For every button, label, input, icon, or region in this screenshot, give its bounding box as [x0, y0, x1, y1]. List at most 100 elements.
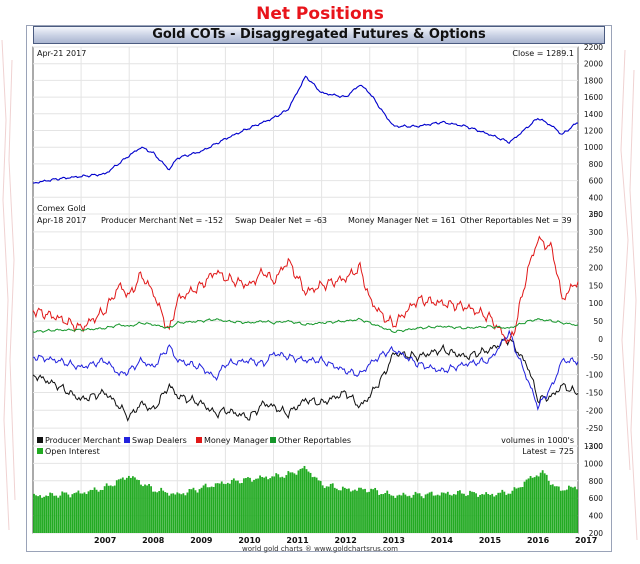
- oi-bar: [198, 489, 201, 533]
- oi-bar: [71, 494, 74, 533]
- oi-bar: [347, 488, 350, 533]
- oi-bar: [327, 486, 330, 533]
- y-tick-label: 600: [589, 177, 604, 186]
- oi-bar: [374, 487, 377, 533]
- net-plot-area: [32, 213, 579, 447]
- y-tick-label: 1000: [584, 143, 603, 152]
- oi-bar: [87, 491, 90, 533]
- x-axis-ticks: 2007 2008 2009 2010 2011 2012 2013 2014 2015 2016…: [94, 536, 597, 545]
- oi-bar: [257, 478, 259, 533]
- oi-bar: [91, 489, 94, 533]
- oi-bar: [450, 495, 453, 533]
- oi-panel: 200 400 600 800 1000 1200 Open Interest Lates…: [32, 442, 604, 538]
- oi-bar: [275, 473, 278, 533]
- legend-swatch-swap-dealers: [124, 437, 130, 443]
- oi-bar: [190, 489, 193, 533]
- oi-bar: [549, 484, 552, 533]
- oi-bar: [352, 490, 354, 533]
- oi-bar: [390, 495, 393, 533]
- price-series-label: Comex Gold: [37, 204, 86, 213]
- y-tick-label: -100: [586, 371, 603, 380]
- oi-bar: [442, 492, 445, 533]
- oi-bar: [85, 494, 88, 533]
- oi-bar: [487, 493, 490, 533]
- oi-bar: [563, 490, 566, 533]
- oi-bar: [416, 493, 419, 533]
- y-tick-label: 200: [589, 210, 604, 219]
- oi-bar: [341, 486, 344, 533]
- oi-bar: [214, 483, 217, 533]
- oi-bar: [483, 494, 486, 533]
- oi-bar: [93, 487, 96, 533]
- oi-bar: [400, 495, 403, 533]
- oi-bar: [503, 491, 506, 533]
- oi-bar: [543, 473, 546, 533]
- oi-bar: [479, 494, 482, 533]
- oi-bar: [394, 497, 397, 533]
- footer-credit: world gold charts ® www.goldchartsrus.co…: [242, 545, 398, 553]
- oi-bar: [291, 472, 294, 533]
- oi-bar: [180, 494, 183, 533]
- oi-bar: [372, 489, 375, 533]
- oi-bar: [463, 493, 465, 533]
- y-tick-label: -50: [591, 353, 603, 362]
- oi-bar: [519, 487, 522, 533]
- oi-bar: [426, 493, 429, 533]
- oi-bar: [83, 492, 86, 533]
- oi-bar: [303, 465, 306, 533]
- oi-bar: [39, 495, 41, 533]
- oi-bar: [305, 469, 308, 533]
- oi-bar: [418, 493, 421, 533]
- oi-bar: [553, 486, 556, 533]
- oi-bar: [301, 468, 304, 533]
- x-tick-label: 2016: [527, 536, 550, 545]
- y-tick-label: 200: [589, 529, 604, 538]
- x-tick-label: 2010: [238, 536, 261, 545]
- oi-bar: [166, 492, 169, 533]
- main-title: Net Positions: [256, 4, 384, 24]
- oi-bar: [73, 493, 76, 533]
- oi-bar: [45, 495, 48, 533]
- oi-bar: [53, 495, 56, 533]
- legend-swatch-money-manager: [196, 437, 202, 443]
- oi-bar: [241, 482, 243, 533]
- oi-bar: [77, 490, 80, 533]
- oi-bar: [533, 477, 536, 533]
- y-tick-label: 1000: [584, 459, 603, 468]
- oi-bar: [572, 487, 574, 533]
- oi-bar: [523, 481, 526, 533]
- oi-bar: [170, 493, 173, 533]
- oi-bar: [311, 477, 314, 533]
- oi-bar: [432, 495, 435, 533]
- oi-bar: [55, 495, 58, 533]
- oi-bar: [428, 492, 431, 533]
- y-tick-label: 0: [598, 335, 603, 344]
- x-tick-label: 2017: [575, 536, 597, 545]
- oi-bar: [527, 478, 530, 533]
- oi-bar: [574, 486, 576, 533]
- oi-bar: [59, 495, 62, 533]
- oi-bar: [168, 495, 171, 533]
- oi-bar: [65, 492, 68, 533]
- oi-bar: [485, 492, 488, 533]
- oi-bar: [358, 487, 360, 533]
- oi-bar: [281, 476, 284, 533]
- oi-bar: [261, 476, 264, 533]
- oi-bar: [121, 477, 124, 533]
- oi-bar: [422, 498, 425, 533]
- oi-bar: [95, 489, 98, 533]
- x-tick-label: 2014: [431, 536, 454, 545]
- oi-bar: [224, 484, 227, 533]
- oi-bar: [350, 491, 352, 533]
- net-date-label: Apr-18 2017: [37, 216, 86, 225]
- oi-bar: [362, 489, 364, 533]
- oi-bar: [243, 478, 245, 533]
- oi-plot-area: [32, 445, 579, 534]
- x-tick-label: 2012: [335, 536, 357, 545]
- oi-bar: [430, 491, 433, 533]
- oi-bar: [309, 472, 312, 533]
- oi-bar: [287, 471, 290, 533]
- oi-bar: [119, 478, 122, 533]
- oi-bar: [182, 493, 185, 533]
- oi-bar: [438, 495, 441, 533]
